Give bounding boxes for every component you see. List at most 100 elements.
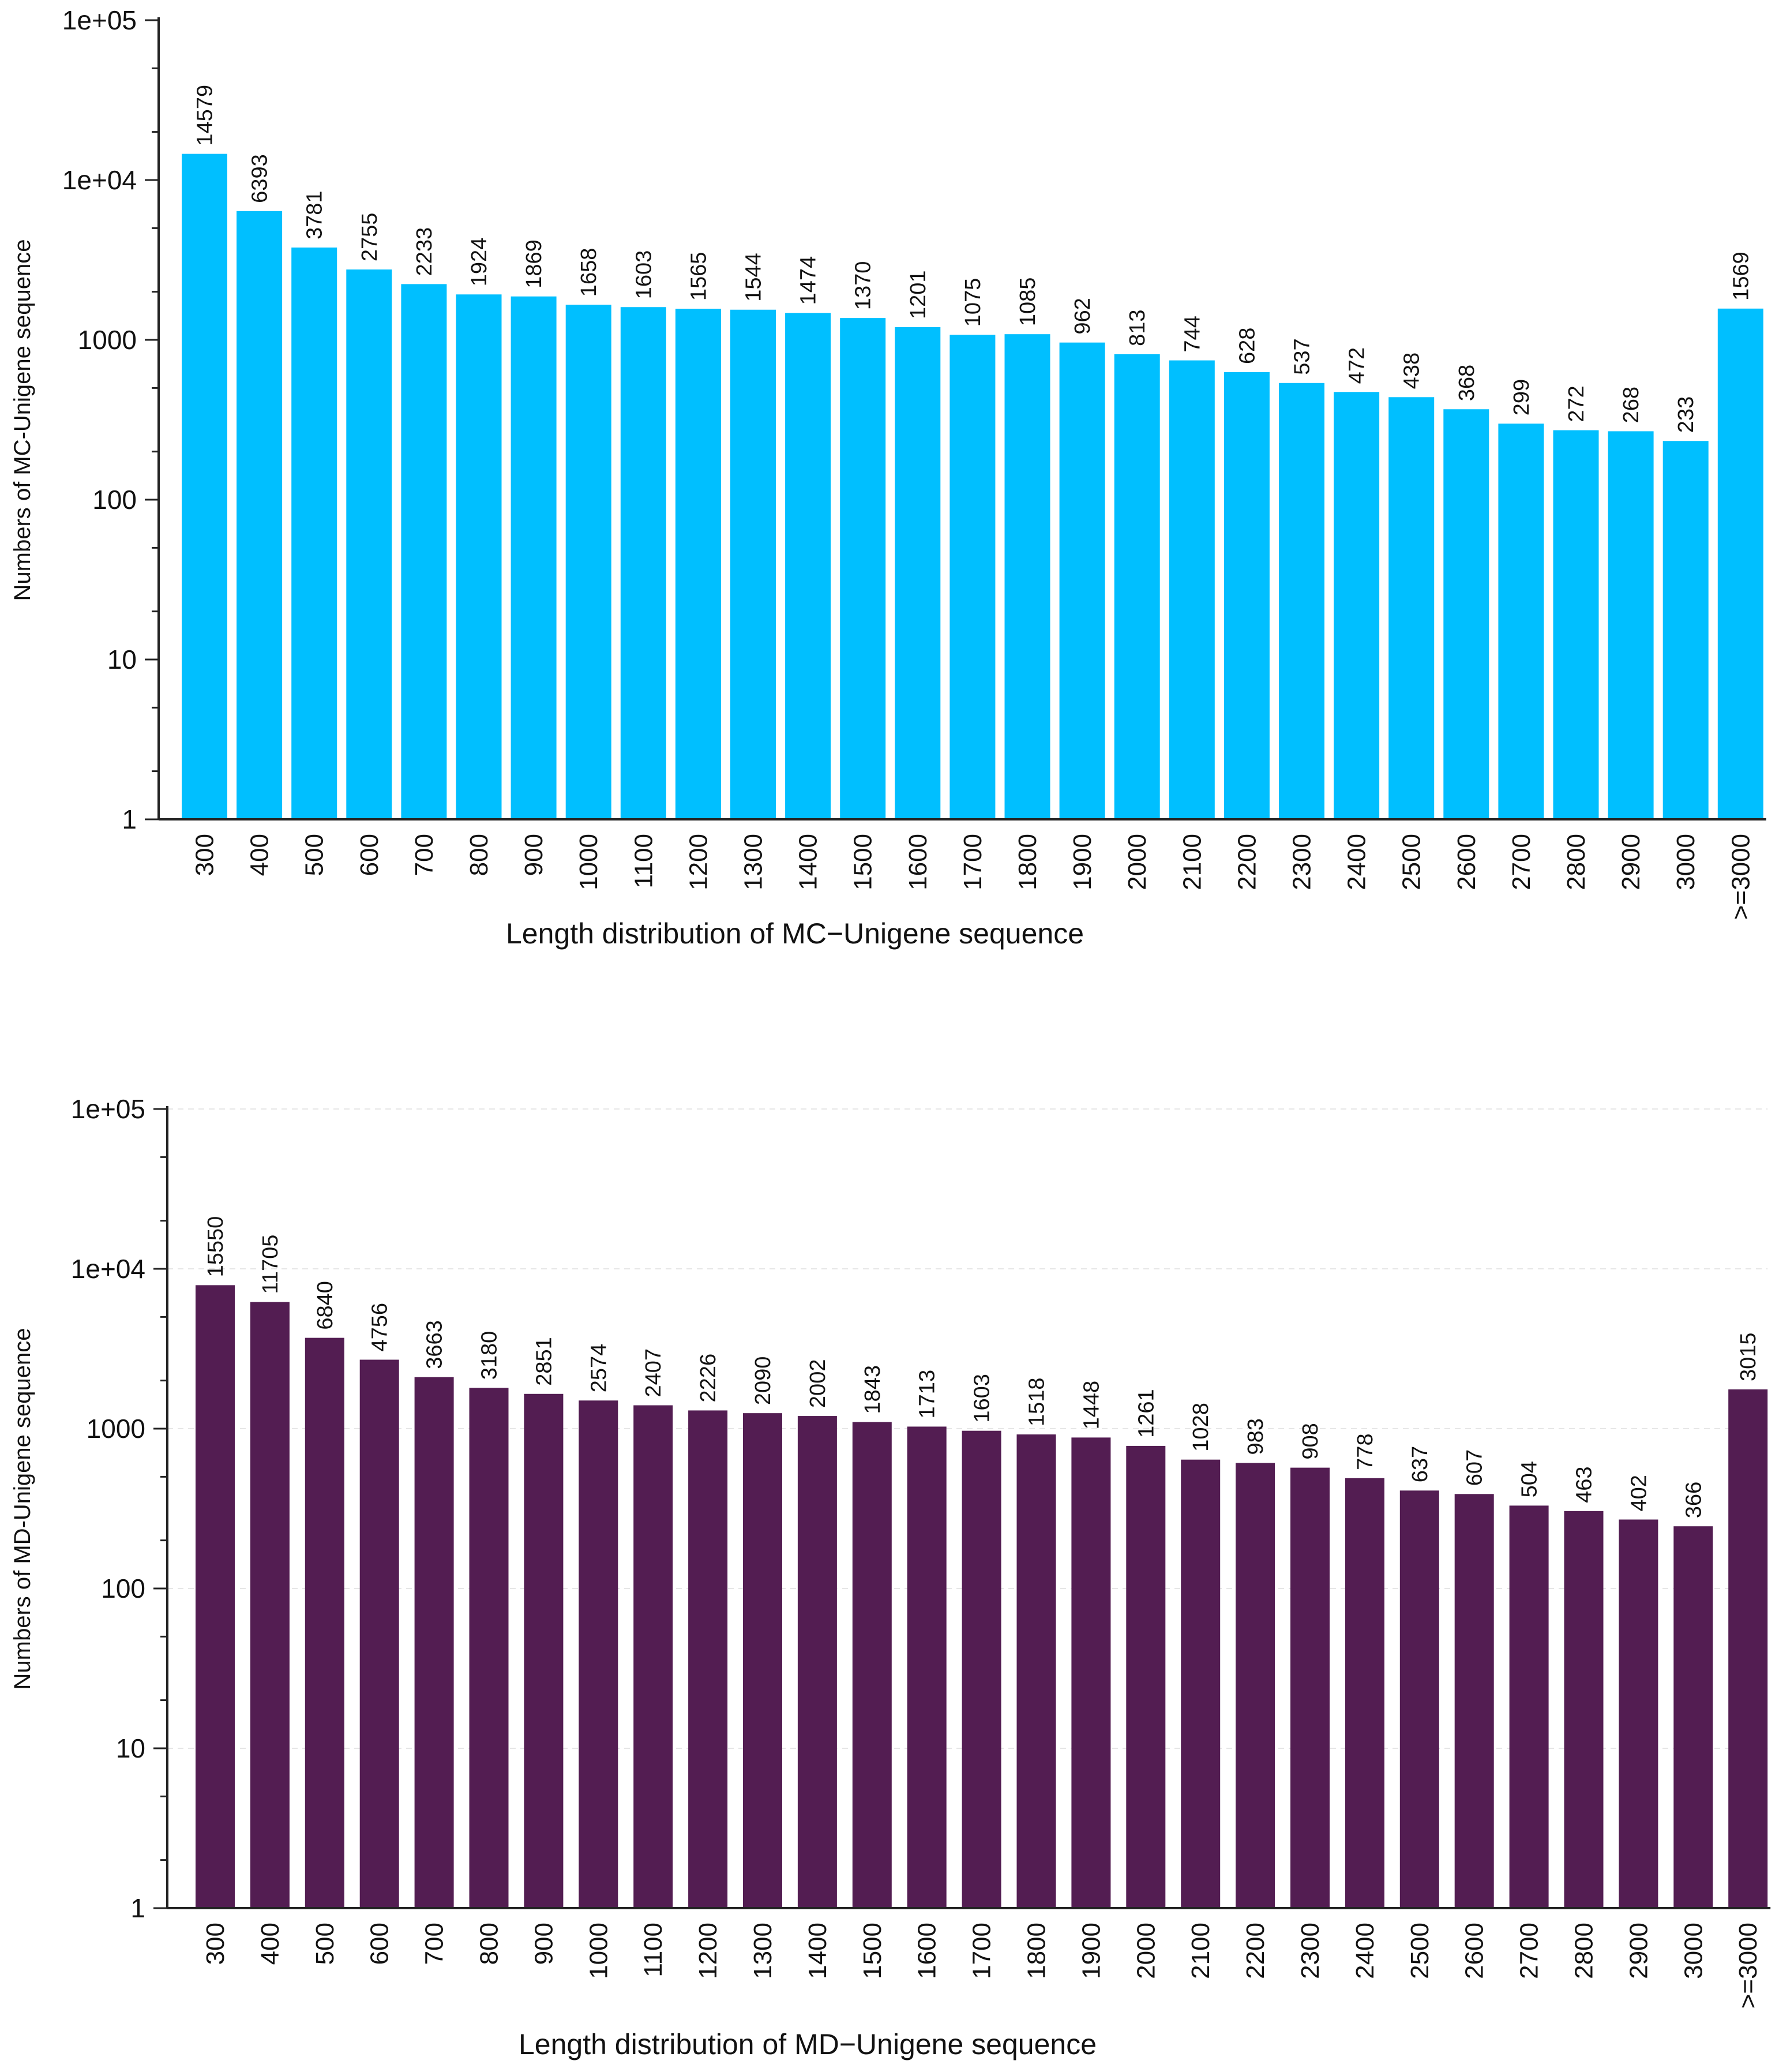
md-bar-700	[414, 1377, 454, 1908]
mc-bar-1500	[840, 318, 886, 819]
mc-data-label: 813	[1125, 309, 1150, 346]
md-data-label: 2574	[587, 1344, 611, 1393]
mc-bar-2900	[1608, 431, 1654, 819]
mc-data-label: 2755	[358, 213, 382, 262]
mc-xtick-label: 2400	[1343, 834, 1371, 890]
mc-data-label: 1565	[686, 252, 711, 301]
md-bar-1200	[688, 1410, 728, 1908]
mc-yaxis-title: Numbers of MC-Unigene sequence	[10, 239, 35, 601]
mc-ytick-label: 1e+05	[62, 5, 137, 35]
mc-bar-2300	[1279, 383, 1324, 819]
md-xtick-label: 2500	[1406, 1923, 1434, 1979]
md-bar-3000	[1673, 1526, 1713, 1908]
mc-data-label: 299	[1510, 379, 1534, 415]
md-bar-2500	[1399, 1490, 1439, 1908]
mc-data-label: 744	[1180, 316, 1204, 352]
mc-data-label: 1569	[1729, 252, 1753, 301]
mc-data-label: 1085	[1016, 278, 1040, 327]
md-bar-1700	[962, 1430, 1001, 1908]
mc-data-label: 472	[1345, 347, 1369, 384]
md-data-label: 983	[1244, 1418, 1268, 1455]
mc-data-label: 1924	[467, 238, 491, 287]
md-data-label: 366	[1682, 1482, 1706, 1518]
mc-bar-2200	[1223, 372, 1270, 819]
mc-xtick-label: 2300	[1288, 834, 1316, 890]
md-bar-900	[524, 1393, 564, 1908]
md-data-label: 3663	[423, 1320, 447, 1369]
mc-xtick-label: 600	[355, 834, 384, 876]
mc-data-label: 1201	[906, 270, 930, 319]
md-ytick-label: 1e+04	[71, 1254, 145, 1284]
mc-bar-1800	[1004, 334, 1050, 819]
md-xtick-label: 1700	[968, 1923, 996, 1979]
md-bar-2000	[1126, 1445, 1166, 1908]
mc-xtick-label: 1400	[794, 834, 823, 890]
mc-data-label: 368	[1455, 365, 1479, 401]
md-bar-600	[359, 1359, 399, 1908]
md-data-label: 3180	[478, 1331, 502, 1380]
mc-text-layer: 14579 300 6393 400 3781 500 2755 600 2233 700 1924…	[10, 5, 1755, 950]
mc-data-label: 1544	[742, 253, 766, 302]
md-xtick-label: 2700	[1515, 1923, 1544, 1979]
mc-bar->=3000	[1717, 308, 1763, 819]
mc-xtick-label: 1200	[684, 834, 712, 890]
mc-ytick-label: 10	[107, 645, 137, 675]
md-xtick-label: 2600	[1461, 1923, 1489, 1979]
md-bar-2300	[1290, 1467, 1330, 1908]
mc-bar-1000	[565, 305, 611, 819]
md-xtick-label: 1900	[1077, 1923, 1105, 1979]
mc-bar-1700	[949, 335, 996, 819]
mc-bar-600	[346, 269, 392, 819]
mc-xtick-label: 1000	[575, 834, 603, 890]
mc-data-label: 3781	[303, 190, 327, 239]
md-xtick-label: 600	[366, 1923, 394, 1965]
md-data-label: 1518	[1025, 1377, 1049, 1426]
md-xtick-label: 700	[421, 1923, 449, 1965]
md-xtick-label: 1000	[584, 1923, 613, 1979]
mc-data-label: 628	[1235, 328, 1259, 364]
md-xtick-label: 1600	[913, 1923, 941, 1979]
mc-data-label: 268	[1619, 387, 1643, 423]
mc-xtick-label: 800	[465, 834, 493, 876]
mc-xtick-label: 2700	[1507, 834, 1536, 890]
md-bar-2100	[1181, 1459, 1221, 1908]
mc-xtick-label: 2100	[1178, 834, 1206, 890]
mc-bar-2800	[1553, 430, 1599, 819]
mc-bar-900	[511, 296, 557, 819]
md-bar-1600	[907, 1426, 947, 1908]
md-bar-1300	[743, 1413, 782, 1908]
mc-bar-1200	[675, 309, 721, 819]
mc-bar-1300	[730, 309, 776, 819]
mc-bar-2600	[1443, 409, 1489, 819]
mc-xtick-label: 1300	[740, 834, 768, 890]
mc-xtick-label: 700	[410, 834, 438, 876]
mc-xtick-label: 300	[191, 834, 219, 876]
md-xtick-label: 400	[256, 1923, 284, 1965]
md-data-label: 908	[1298, 1423, 1323, 1459]
mc-xtick-label: 3000	[1672, 834, 1700, 890]
mc-data-label: 272	[1564, 385, 1589, 422]
md-data-label: 1603	[970, 1374, 994, 1423]
md-axes-layer	[153, 1106, 1771, 1909]
md-yaxis-title: Numbers of MD-Unigene sequence	[10, 1328, 35, 1690]
md-data-label: 2407	[641, 1348, 666, 1397]
md-bar-1500	[852, 1422, 892, 1908]
md-xtick-label: 2800	[1570, 1923, 1598, 1979]
mc-xtick-label: 1700	[959, 834, 987, 890]
md-xtick-label: 2300	[1296, 1923, 1324, 1979]
mc-xtick-label: 2800	[1562, 834, 1590, 890]
md-data-label: 607	[1463, 1449, 1487, 1486]
md-text-layer: 15550 300 11705 400 6840 500 4756 600 3663 700 318…	[10, 1094, 1762, 2060]
md-xtick-label: 900	[530, 1923, 558, 1965]
mc-bar-300	[182, 153, 227, 819]
md-data-label: 1713	[915, 1370, 940, 1419]
md-data-label: 6840	[313, 1281, 337, 1330]
mc-bar-500	[291, 248, 337, 820]
md-data-label: 11705	[258, 1235, 283, 1294]
md-xtick-label: 1400	[804, 1923, 832, 1979]
mc-bar-2100	[1169, 360, 1215, 819]
mc-data-label: 1603	[632, 250, 656, 299]
mc-bar-2400	[1334, 392, 1380, 819]
mc-xtick-label: 1100	[629, 834, 658, 889]
md-data-label: 2002	[806, 1359, 830, 1408]
